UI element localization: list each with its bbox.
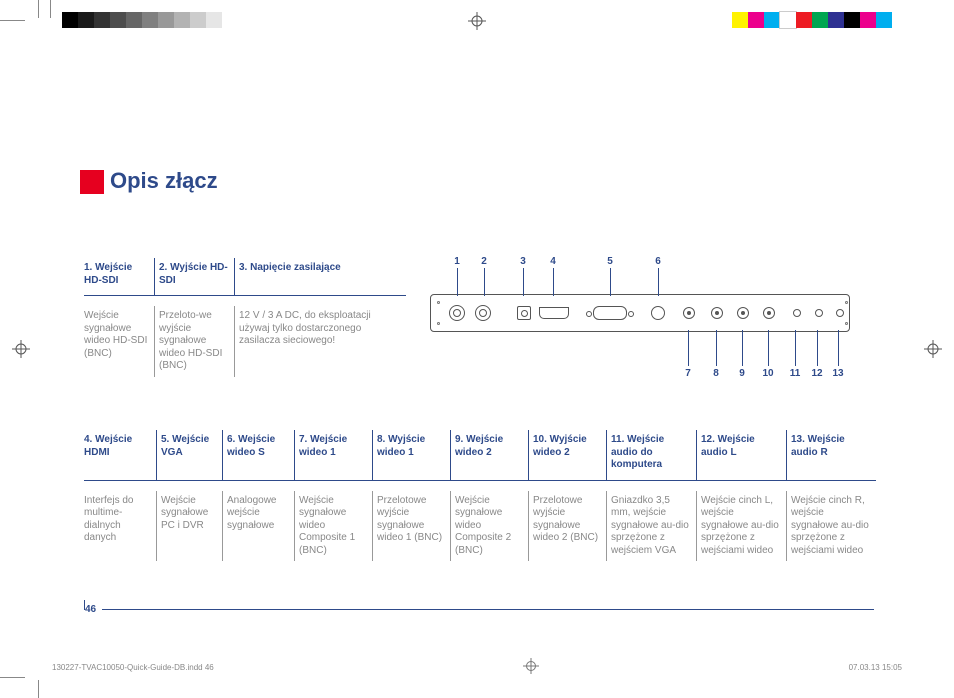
port-hdmi — [539, 307, 569, 319]
port-mini — [793, 309, 801, 317]
port-screw — [437, 322, 440, 325]
port-screw — [437, 301, 440, 304]
port-number: 6 — [655, 256, 661, 267]
port-rca — [737, 307, 749, 319]
port-mini — [836, 309, 844, 317]
table-cell: Przeloto-we wyjście sygnałowe wideo HD-S… — [154, 306, 234, 377]
connector-table-1: 1. Wejście HD-SDI2. Wyjście HD-SDI3. Nap… — [84, 258, 406, 377]
port-rca — [763, 307, 775, 319]
connector-diagram: 12345678910111213 — [430, 256, 860, 386]
table-header: 10. Wyjście wideo 2 — [528, 430, 606, 480]
table-header: 7. Wejście wideo 1 — [294, 430, 372, 480]
table-cell: 12 V / 3 A DC, do eksploatacji używaj ty… — [234, 306, 406, 377]
port-mini — [815, 309, 823, 317]
port-number: 5 — [607, 256, 613, 267]
crop-marks-top — [0, 0, 954, 40]
table-header: 3. Napięcie zasilające — [234, 258, 406, 295]
table-cell: Wejście sygnałowe wideo Composite 1 (BNC… — [294, 491, 372, 562]
port-number: 8 — [713, 368, 719, 379]
table-header: 12. Wejście audio L — [696, 430, 786, 480]
crop-marks-bottom — [0, 668, 954, 698]
table-cell: Wejście cinch R, wejście sygnałowe au-di… — [786, 491, 876, 562]
port-number: 9 — [739, 368, 745, 379]
grayscale-swatches — [62, 12, 222, 28]
table-cell: Wejście cinch L, wejście sygnałowe au-di… — [696, 491, 786, 562]
page-title: Opis złącz — [110, 168, 218, 194]
table-cell: Wejście sygnałowe wideo HD-SDI (BNC) — [84, 306, 154, 377]
port-screw — [845, 322, 848, 325]
registration-mark-right — [924, 340, 942, 358]
table-cell: Analogowe wejście sygnałowe — [222, 491, 294, 562]
table-header: 8. Wyjście wideo 1 — [372, 430, 450, 480]
section-marker — [80, 170, 104, 194]
port-rca — [683, 307, 695, 319]
table-header: 6. Wejście wideo S — [222, 430, 294, 480]
port-number: 10 — [762, 368, 773, 379]
table-cell: Interfejs do multime-dialnych danych — [84, 491, 156, 562]
port-vga — [593, 306, 627, 320]
table-cell: Wejście sygnałowe wideo Composite 2 (BNC… — [450, 491, 528, 562]
registration-mark-top — [468, 12, 486, 30]
color-swatches — [732, 12, 892, 28]
port-number: 11 — [790, 368, 801, 379]
port-number: 2 — [481, 256, 487, 267]
table-cell: Wejście sygnałowe PC i DVR — [156, 491, 222, 562]
rear-panel — [430, 294, 850, 332]
table-header: 5. Wejście VGA — [156, 430, 222, 480]
table-header: 1. Wejście HD-SDI — [84, 258, 154, 295]
port-screw — [845, 301, 848, 304]
table-header: 11. Wejście audio do komputera — [606, 430, 696, 480]
table-header: 4. Wejście HDMI — [84, 430, 156, 480]
table-header: 13. Wejście audio R — [786, 430, 876, 480]
port-number: 7 — [685, 368, 691, 379]
port-number: 3 — [520, 256, 526, 267]
page-number-bar: 46 — [84, 602, 874, 616]
connector-table-2: 4. Wejście HDMI5. Wejście VGA6. Wejście … — [84, 430, 876, 561]
port-bnc — [475, 305, 491, 321]
port-dcj — [517, 306, 531, 320]
registration-mark-left — [12, 340, 30, 358]
table-header: 2. Wyjście HD-SDI — [154, 258, 234, 295]
port-bnc — [449, 305, 465, 321]
port-number: 12 — [811, 368, 822, 379]
port-rca — [711, 307, 723, 319]
table-cell: Gniazdko 3,5 mm, wejście sygnałowe au-di… — [606, 491, 696, 562]
page-number: 46 — [85, 604, 96, 615]
port-number: 1 — [454, 256, 460, 267]
table-cell: Przelotowe wyjście sygnałowe wideo 1 (BN… — [372, 491, 450, 562]
port-svid — [651, 306, 665, 320]
port-number: 4 — [550, 256, 556, 267]
port-number: 13 — [832, 368, 843, 379]
table-cell: Przelotowe wyjście sygnałowe wideo 2 (BN… — [528, 491, 606, 562]
table-header: 9. Wejście wideo 2 — [450, 430, 528, 480]
